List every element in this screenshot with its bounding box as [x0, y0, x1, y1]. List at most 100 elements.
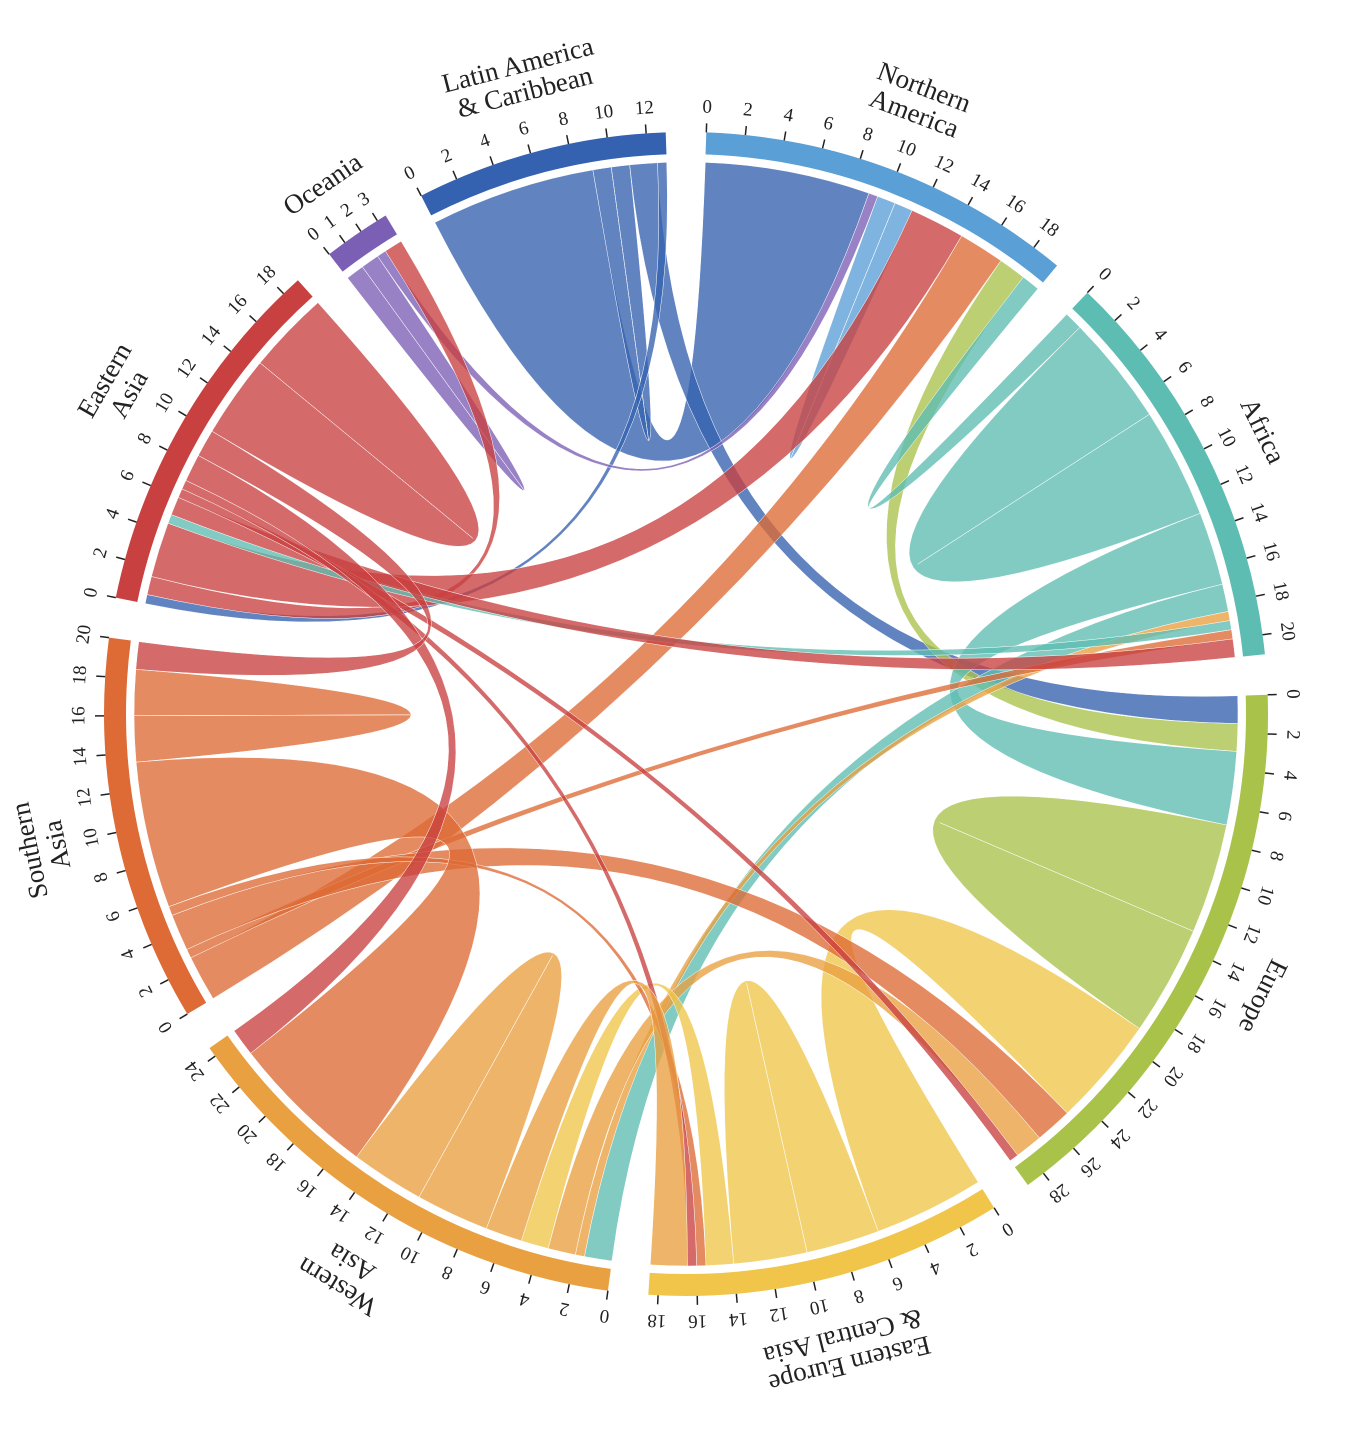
- tick-mark: [1195, 996, 1203, 1000]
- tick-label: 18: [1268, 580, 1292, 603]
- tick-label: 18: [647, 1309, 667, 1331]
- tick-label: 20: [1276, 621, 1299, 643]
- tick-label: 14: [69, 746, 91, 767]
- tick-mark: [1213, 961, 1221, 965]
- tick-label: 16: [1258, 539, 1283, 563]
- region-name: Oceania: [277, 147, 367, 222]
- tick-mark: [232, 1087, 239, 1093]
- tick-label: 10: [79, 826, 103, 849]
- tick-label: 2: [438, 144, 455, 167]
- tick-mark: [567, 135, 569, 144]
- tick-label: 4: [517, 1288, 532, 1311]
- tick-mark: [200, 378, 207, 383]
- tick-label: 14: [967, 169, 994, 197]
- tick-label: 8: [557, 108, 571, 130]
- tick-mark: [373, 213, 378, 221]
- tick-label: 12: [1230, 461, 1257, 487]
- tick-label: 6: [889, 1272, 905, 1295]
- tick-mark: [646, 124, 647, 133]
- tick-mark: [208, 1056, 215, 1061]
- tick-mark: [606, 128, 607, 137]
- tick-mark: [925, 1245, 929, 1253]
- tick-mark: [529, 1275, 531, 1284]
- tick-mark: [889, 1260, 892, 1268]
- tick-label: 6: [102, 908, 125, 924]
- tick-label: 28: [1045, 1179, 1073, 1207]
- tick-label: 22: [206, 1089, 234, 1117]
- tick-label: 16: [293, 1175, 321, 1203]
- tick-label: 3: [354, 188, 373, 211]
- tick-mark: [1256, 594, 1265, 596]
- tick-mark: [1128, 1092, 1135, 1098]
- tick-label: 18: [1035, 213, 1063, 241]
- tick-mark: [933, 179, 937, 187]
- tick-label: 12: [173, 355, 201, 383]
- tick-label: 6: [116, 467, 139, 484]
- tick-label: 12: [768, 1302, 790, 1326]
- tick-mark: [567, 1284, 569, 1293]
- tick-label: 24: [1105, 1125, 1134, 1154]
- tick-label: 8: [90, 870, 113, 885]
- tick-label: 6: [1273, 810, 1295, 823]
- tick-mark: [960, 1227, 964, 1235]
- tick-mark: [784, 131, 786, 140]
- tick-mark: [1263, 634, 1272, 635]
- tick-mark: [736, 1294, 737, 1303]
- tick-label: 12: [634, 97, 654, 119]
- tick-label: 22: [1133, 1095, 1161, 1123]
- tick-mark: [180, 1014, 188, 1019]
- tick-label: 0: [401, 162, 419, 185]
- tick-mark: [160, 980, 168, 984]
- tick-mark: [1265, 773, 1274, 774]
- tick-mark: [116, 557, 125, 559]
- tick-label: 8: [1195, 392, 1218, 411]
- tick-label: 1: [320, 211, 340, 234]
- tick-label: 10: [808, 1294, 831, 1319]
- tick-label: 8: [860, 123, 875, 146]
- tick-mark: [1185, 410, 1193, 415]
- tick-mark: [528, 144, 530, 153]
- tick-label: 6: [1173, 357, 1196, 377]
- tick-label: 2: [557, 1298, 571, 1320]
- tick-label: 10: [1213, 424, 1240, 450]
- tick-mark: [349, 1192, 354, 1199]
- tick-label: 18: [69, 665, 91, 685]
- tick-label: 26: [1076, 1153, 1104, 1181]
- tick-label: 4: [1149, 324, 1172, 345]
- tick-label: 2: [134, 982, 157, 1000]
- tick-label: 14: [1246, 500, 1272, 525]
- tick-label: 6: [821, 112, 835, 135]
- tick-label: 12: [361, 1221, 388, 1249]
- tick-label: 4: [782, 104, 795, 126]
- tick-label: 12: [1239, 921, 1265, 946]
- tick-label: 2: [1282, 730, 1303, 740]
- tick-mark: [1002, 218, 1007, 226]
- tick-mark: [128, 519, 136, 522]
- tick-mark: [383, 1214, 388, 1222]
- tick-label: 14: [197, 321, 226, 349]
- tick-label: 18: [262, 1148, 290, 1176]
- tick-mark: [143, 944, 151, 948]
- tick-label: 18: [1182, 1029, 1210, 1056]
- tick-mark: [454, 1249, 458, 1257]
- tick-label: 16: [223, 291, 251, 319]
- tick-label: 0: [304, 223, 324, 245]
- tick-mark: [277, 287, 283, 294]
- tick-mark: [1228, 925, 1236, 928]
- tick-label: 0: [80, 586, 102, 600]
- tick-mark: [1087, 286, 1093, 293]
- tick-mark: [259, 1116, 266, 1122]
- tick-label: 2: [963, 1238, 981, 1261]
- tick-label: 20: [1159, 1063, 1187, 1091]
- tick-label: 16: [1203, 995, 1231, 1022]
- tick-mark: [852, 1272, 855, 1281]
- tick-mark: [1153, 1062, 1160, 1067]
- tick-mark: [1102, 1121, 1108, 1127]
- tick-label: 10: [397, 1241, 423, 1268]
- region-name: Africa: [1234, 393, 1291, 468]
- tick-label: 2: [1122, 293, 1144, 314]
- tick-mark: [142, 482, 150, 486]
- tick-mark: [287, 1144, 293, 1151]
- tick-mark: [1252, 850, 1261, 852]
